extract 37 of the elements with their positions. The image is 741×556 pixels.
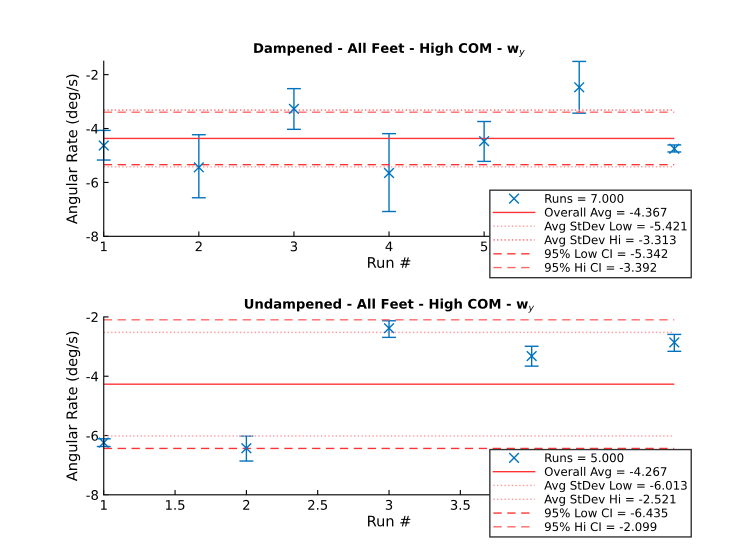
y-axis-title: Angular Rate (deg/s) xyxy=(66,332,80,482)
x-tick-label: 1 xyxy=(100,242,107,252)
legend-label: 95% Hi CI = -3.392 xyxy=(544,262,656,272)
chart-title: Undampened - All Feet - High COM - w$_{y}$ xyxy=(244,298,534,313)
legend-label: Avg StDev Low = -5.421 xyxy=(544,222,687,233)
legend-label: Overall Avg = -4.367 xyxy=(544,208,666,219)
x-tick-label: 1 xyxy=(100,500,107,510)
y-axis-title: Angular Rate (deg/s) xyxy=(66,74,80,224)
y-tick-label: -6 xyxy=(86,178,98,188)
y-tick-label: -8 xyxy=(86,232,98,242)
x-tick-label: 4 xyxy=(385,242,392,252)
legend-label: 95% Hi CI = -2.099 xyxy=(544,522,656,532)
x-tick-label: 3 xyxy=(386,500,392,510)
x-axis-title: Run # xyxy=(368,257,410,268)
y-tick-label: -2 xyxy=(86,312,98,322)
y-tick-label: -6 xyxy=(86,430,98,441)
x-tick-label: 1.5 xyxy=(166,500,184,510)
legend-label: 95% Low CI = -6.435 xyxy=(544,508,668,518)
chart-title: Dampened - All Feet - High COM - w$_{y}$ xyxy=(254,42,525,57)
legend-label: Overall Avg = -4.267 xyxy=(544,466,666,478)
legend-label: Runs = 7.000 xyxy=(545,194,624,203)
legend-label: 95% Low CI = -5.342 xyxy=(544,249,668,258)
y-tick-label: -4 xyxy=(86,372,98,382)
legend-label: Avg StDev Hi = -2.521 xyxy=(544,494,676,506)
x-tick-label: 5 xyxy=(480,242,488,252)
y-tick-label: -8 xyxy=(86,490,98,500)
x-tick-label: 2.5 xyxy=(308,500,328,510)
legend-label: Avg StDev Hi = -3.313 xyxy=(544,235,676,247)
y-tick-label: -2 xyxy=(86,70,98,80)
legend-label: Avg StDev Low = -6.013 xyxy=(544,480,687,492)
x-tick-label: 2 xyxy=(243,500,250,510)
x-axis-title: Run # xyxy=(368,516,410,527)
legend-label: Runs = 5.000 xyxy=(545,453,624,462)
x-tick-label: 2 xyxy=(196,241,202,252)
x-tick-label: 3 xyxy=(290,241,298,252)
x-tick-label: 3.5 xyxy=(450,500,470,510)
y-tick-label: -4 xyxy=(86,124,98,134)
